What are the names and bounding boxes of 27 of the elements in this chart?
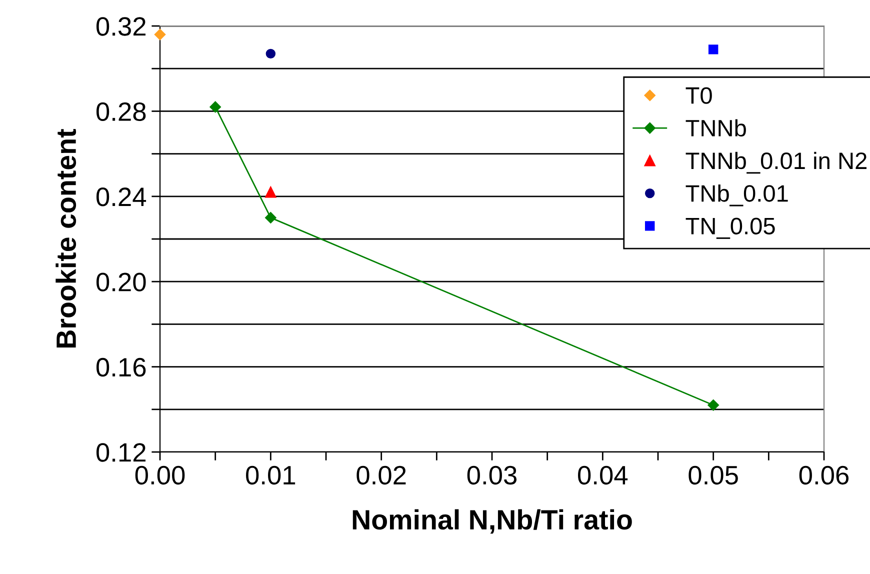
y-tick-label: 0.24 <box>96 188 146 206</box>
x-axis-title: Nominal N,Nb/Ti ratio <box>352 509 632 534</box>
y-tick-label: 0.28 <box>96 102 146 122</box>
point <box>265 186 276 198</box>
x-tick-label: 0.03 <box>467 466 517 485</box>
x-tick-label: 0.04 <box>578 466 628 485</box>
y-tick-label: 0.20 <box>96 272 146 292</box>
point <box>265 212 276 224</box>
point <box>708 44 718 54</box>
point <box>210 101 221 113</box>
x-tick-label: 0.00 <box>135 466 185 485</box>
x-tick-label: 0.02 <box>356 466 406 485</box>
y-tick-label: 0.32 <box>96 17 146 36</box>
legend-label: T0 <box>686 87 712 104</box>
point <box>708 400 719 411</box>
legend-label: TN_0.05 <box>686 218 775 239</box>
x-tick-label: 0.06 <box>799 466 849 485</box>
x-tick-label: 0.01 <box>246 466 296 485</box>
x-tick-label: 0.05 <box>688 466 738 485</box>
y-axis-title: Brookite content <box>56 128 76 348</box>
point <box>154 28 166 40</box>
point <box>266 48 276 59</box>
y-tick-label: 0.16 <box>96 358 146 377</box>
y-tick-label: 0.12 <box>96 443 146 462</box>
legend-label: TNb_0.01 <box>686 184 788 206</box>
legend-label: TNNb <box>686 119 746 137</box>
legend-label: TNNb_0.01 in N2 <box>686 152 866 174</box>
